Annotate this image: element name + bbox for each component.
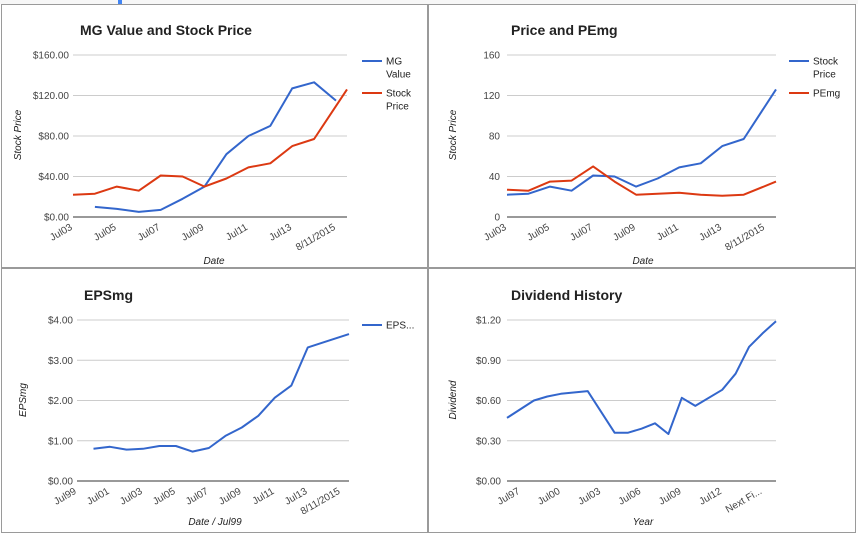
y-tick-label: 120 — [483, 91, 500, 102]
chart-panel-dividend-history[interactable]: Dividend History $1.20 $0.90 $0.60 $0.30 $0.0… — [428, 268, 856, 533]
legend-label[interactable]: Stock — [813, 57, 839, 68]
x-tick-label: Jul99 — [52, 486, 79, 508]
legend-label[interactable]: MG — [386, 57, 402, 68]
y-tick-label: $40.00 — [38, 172, 69, 183]
y-tick-label: $4.00 — [48, 316, 73, 327]
x-axis-label: Date — [203, 256, 225, 267]
x-tick-label: Jul13 — [697, 222, 724, 244]
x-tick-label: Jul03 — [118, 486, 145, 508]
series-line-0[interactable] — [94, 81, 337, 213]
x-tick-label: Jul09 — [611, 222, 638, 244]
x-tick-label: Jul01 — [85, 486, 112, 508]
y-tick-label: $80.00 — [38, 132, 69, 143]
y-tick-label: 80 — [489, 132, 501, 143]
x-tick-label: Jul13 — [267, 222, 294, 244]
x-tick-label: Jul03 — [48, 222, 75, 244]
x-tick-label: Jul09 — [657, 486, 684, 508]
x-tick-label: Jul06 — [617, 486, 644, 508]
y-tick-label: 40 — [489, 172, 501, 183]
legend-label[interactable]: Price — [386, 102, 409, 113]
y-tick-label: 160 — [483, 51, 500, 62]
x-tick-label: Jul09 — [180, 222, 207, 244]
y-axis-label: EPSmg — [18, 383, 29, 417]
x-tick-label: Jul07 — [184, 486, 211, 508]
y-tick-label: $1.20 — [476, 316, 501, 327]
x-tick-label: 8/11/2015 — [723, 222, 767, 254]
y-tick-label: $0.30 — [476, 436, 501, 447]
x-tick-label: Jul11 — [224, 222, 250, 243]
selection-marker — [118, 0, 122, 4]
x-tick-label: Jul97 — [496, 486, 523, 508]
x-tick-label: Jul12 — [697, 486, 724, 508]
x-tick-label: Jul11 — [655, 222, 681, 243]
series-line-0[interactable] — [506, 88, 777, 196]
y-tick-label: $2.00 — [48, 396, 73, 407]
legend-label[interactable]: PEmg — [813, 89, 840, 100]
y-axis-label: Stock Price — [13, 109, 24, 160]
y-tick-label: $0.60 — [476, 396, 501, 407]
legend-label[interactable]: Stock — [386, 89, 412, 100]
chart-dividend-history-svg: Dividend History $1.20 $0.90 $0.60 $0.30 $0.0… — [448, 287, 777, 528]
x-tick-label: Jul03 — [576, 486, 603, 508]
y-tick-label: $0.00 — [48, 477, 73, 488]
legend-label[interactable]: EPS... — [386, 321, 414, 332]
y-axis-label: Dividend — [448, 380, 459, 419]
chart-panel-epsmg[interactable]: EPSmg $4.00 $3.00 $2.00 $1.00 $0.00 Jul99 Jul01… — [1, 268, 428, 533]
y-tick-label: $120.00 — [33, 91, 70, 102]
x-tick-label: Jul11 — [251, 486, 277, 507]
legend-label[interactable]: Price — [813, 70, 836, 81]
y-tick-label: $3.00 — [48, 356, 73, 367]
x-tick-label: Jul09 — [217, 486, 244, 508]
x-tick-label: Jul07 — [136, 222, 163, 244]
chart-panel-mg-value[interactable]: MG Value and Stock Price $160.00 $120.00 $8… — [1, 4, 428, 268]
series-line-1[interactable] — [506, 165, 777, 197]
x-axis-label: Date / Jul99 — [188, 517, 242, 528]
chart-mg-value-svg: MG Value and Stock Price $160.00 $120.00 $8… — [13, 22, 412, 267]
chart-panel-price-pemg[interactable]: Price and PEmg 160 120 80 40 0 Jul03 Jul05 Jul07… — [428, 4, 856, 268]
series-line-1[interactable] — [72, 88, 348, 196]
top-toolbar-strip — [0, 0, 858, 4]
legend-label[interactable]: Value — [386, 70, 411, 81]
chart-title: Dividend History — [511, 287, 622, 303]
x-tick-label: Jul03 — [482, 222, 509, 244]
y-tick-label: $1.00 — [48, 436, 73, 447]
y-tick-label: $0.90 — [476, 356, 501, 367]
y-tick-label: $0.00 — [476, 477, 501, 488]
x-tick-label: 8/11/2015 — [294, 222, 338, 254]
series-line-0[interactable] — [506, 320, 777, 435]
x-tick-label: Jul05 — [151, 486, 178, 508]
x-tick-label: Next Fi... — [724, 486, 764, 516]
x-tick-label: Jul05 — [525, 222, 552, 244]
y-axis-label: Stock Price — [448, 109, 459, 160]
y-tick-label: 0 — [494, 213, 500, 224]
chart-title: MG Value and Stock Price — [80, 22, 252, 38]
chart-title: Price and PEmg — [511, 22, 618, 38]
x-tick-label: Jul07 — [568, 222, 595, 244]
chart-title: EPSmg — [84, 287, 133, 303]
x-tick-label: Jul05 — [92, 222, 119, 244]
y-tick-label: $0.00 — [44, 213, 69, 224]
x-axis-label: Date — [632, 256, 654, 267]
series-line-0[interactable] — [93, 333, 350, 453]
y-tick-label: $160.00 — [33, 51, 70, 62]
x-axis-label: Year — [633, 517, 654, 528]
x-tick-label: Jul00 — [536, 486, 563, 508]
